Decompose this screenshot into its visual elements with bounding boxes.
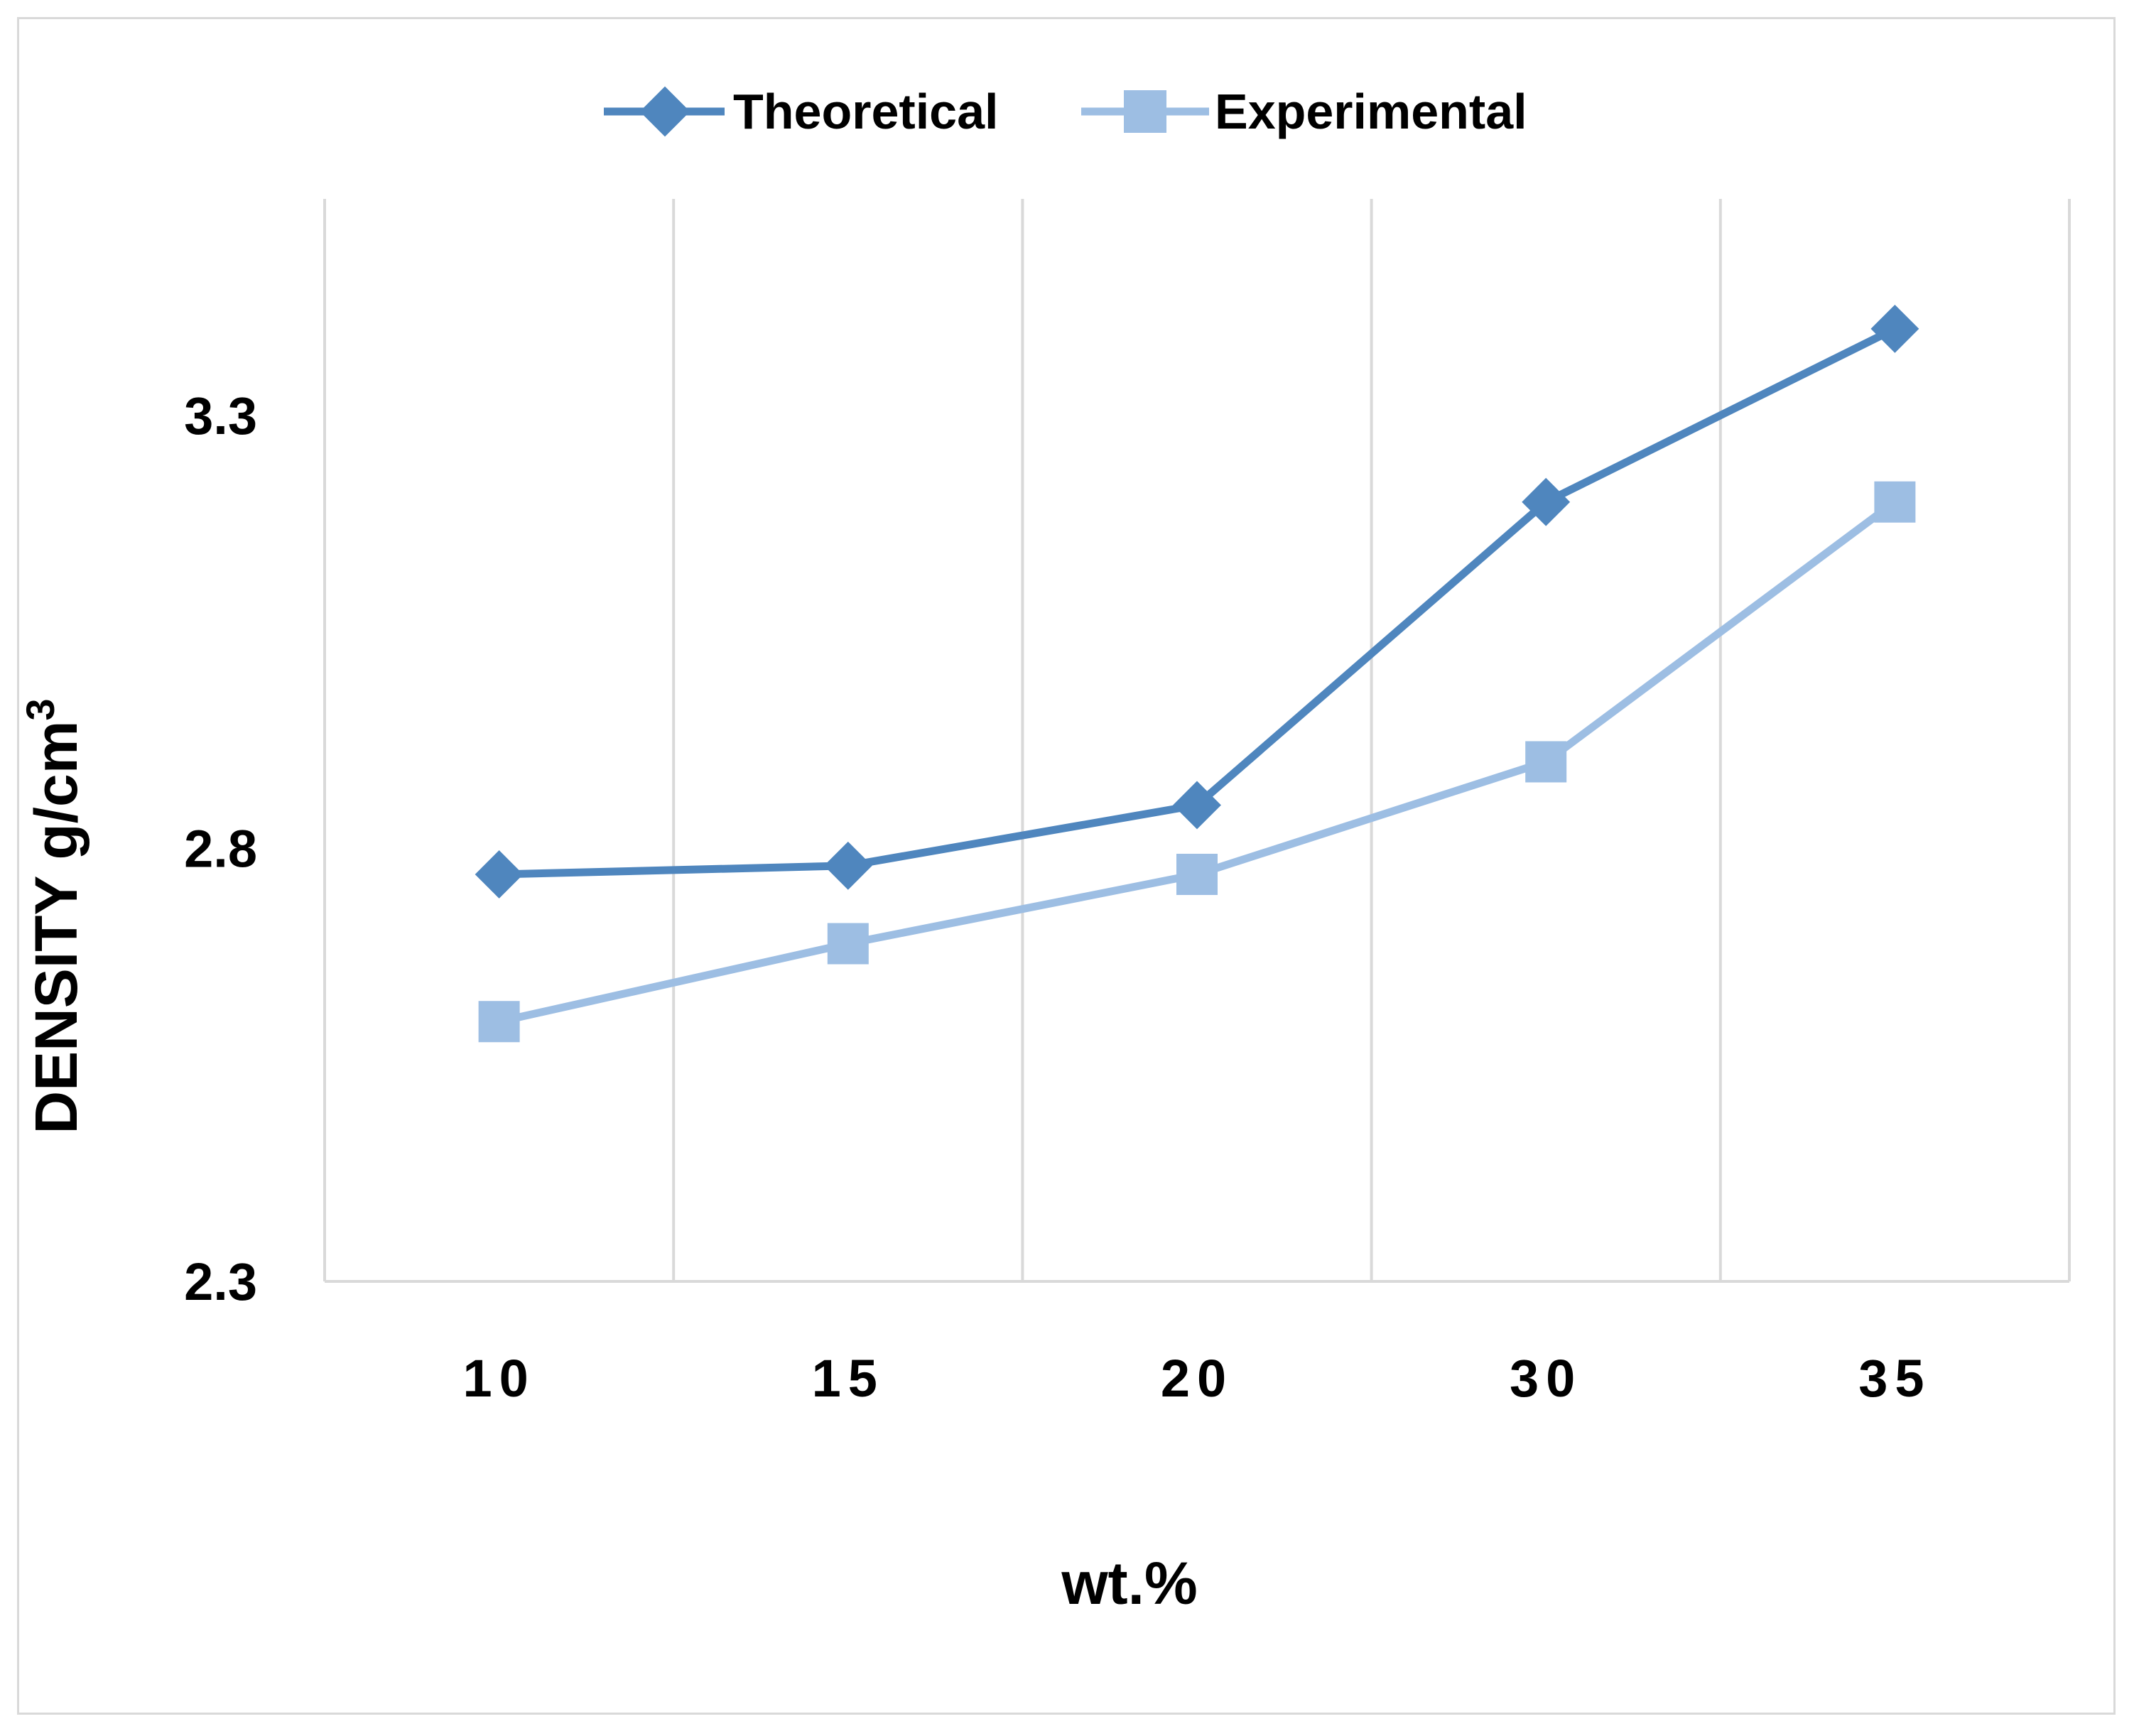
y-axis-title-text: DENSITY g/cm — [23, 721, 90, 1134]
series-theoretical — [475, 304, 1919, 899]
series-line-experimental — [498, 499, 1897, 1026]
y-axis-title-superscript: 3 — [18, 698, 63, 720]
chart-frame — [17, 17, 2116, 1715]
x-tick-label: 10 — [462, 1349, 535, 1408]
y-tick-label: 2.3 — [184, 1252, 257, 1311]
data-point-square — [1874, 481, 1916, 523]
data-point-diamond — [1522, 477, 1571, 526]
legend-marker-square — [1124, 90, 1166, 133]
legend-marker-diamond — [639, 86, 690, 137]
data-point-diamond — [475, 850, 524, 899]
y-axis-title-group: DENSITY g/cm3 — [18, 698, 90, 1134]
x-tick-label: 30 — [1510, 1349, 1582, 1408]
gridlines — [323, 199, 2071, 1281]
x-tick-label: 20 — [1161, 1349, 1233, 1408]
legend-item-experimental: Experimental — [1081, 84, 1527, 139]
x-tick-label: 15 — [812, 1349, 884, 1408]
y-tick-label: 3.3 — [184, 386, 257, 445]
x-tick-label: 35 — [1858, 1349, 1931, 1408]
y-tick-label: 2.8 — [184, 819, 257, 878]
legend-item-theoretical: Theoretical — [604, 84, 998, 139]
data-point-diamond — [1870, 304, 1919, 353]
y-axis-title: DENSITY g/cm3 — [18, 698, 90, 1134]
series — [475, 304, 1919, 1043]
tick-labels: 2.3 2.8 3.3 10 15 20 30 35 — [184, 386, 1931, 1408]
data-point-square — [1176, 853, 1218, 895]
data-point-diamond — [1173, 781, 1221, 830]
data-point-diamond — [823, 841, 872, 890]
data-point-square — [827, 923, 869, 965]
series-experimental — [478, 481, 1916, 1043]
legend-label-experimental: Experimental — [1215, 84, 1527, 139]
x-axis-title: wt.% — [1061, 1550, 1197, 1617]
legend-label-theoretical: Theoretical — [733, 84, 998, 139]
data-point-square — [1525, 741, 1567, 783]
legend: Theoretical Experimental — [604, 84, 1527, 139]
data-point-square — [478, 1001, 520, 1043]
